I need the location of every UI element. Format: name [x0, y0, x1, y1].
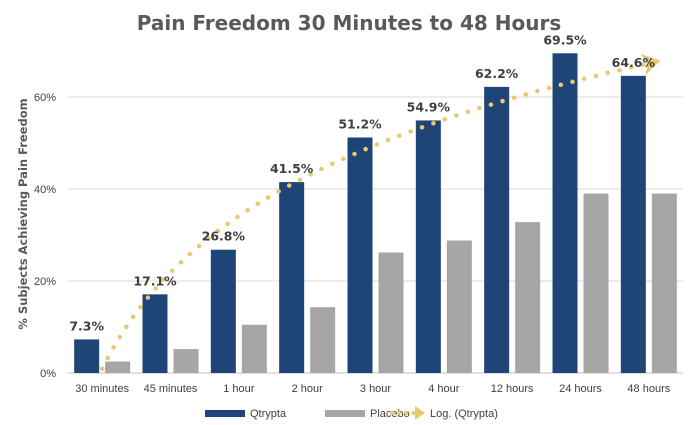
- x-tick-label: 30 minutes: [75, 383, 129, 395]
- x-tick-label: 12 hours: [491, 383, 534, 395]
- x-tick-label: 48 hours: [627, 383, 670, 395]
- y-axis-ticks: 0% 20% 40% 60%: [34, 92, 56, 380]
- bar-placebo: [241, 324, 267, 373]
- legend-label-placebo: Placebo: [370, 408, 410, 420]
- data-label: 7.3%: [69, 318, 104, 333]
- x-tick-label: 24 hours: [559, 383, 602, 395]
- data-label: 69.5%: [543, 32, 587, 47]
- bar-qtrypta: [484, 86, 510, 373]
- legend-label-trendline: Log. (Qtrypta): [430, 408, 498, 420]
- legend-swatch-qtrypta: [205, 410, 245, 417]
- bar-qtrypta: [279, 182, 305, 373]
- bar-placebo: [651, 193, 677, 373]
- legend-trendline-arrow-icon: [415, 406, 425, 420]
- x-tick-label: 45 minutes: [144, 383, 198, 395]
- data-label: 64.6%: [612, 55, 656, 70]
- trendline-arrowhead: [640, 53, 661, 76]
- data-label: 62.2%: [475, 66, 519, 81]
- bar-qtrypta: [552, 53, 578, 374]
- bars: [74, 53, 677, 374]
- legend: Qtrypta Placebo Log. (Qtrypta): [205, 406, 498, 420]
- bar-qtrypta: [74, 339, 100, 373]
- bar-placebo: [378, 252, 404, 373]
- x-tick-label: 1 hour: [223, 383, 255, 395]
- y-tick-label: 0%: [40, 368, 56, 380]
- bar-placebo: [515, 222, 541, 373]
- data-label: 51.2%: [338, 116, 382, 131]
- gridlines: [68, 96, 683, 374]
- legend-swatch-placebo: [325, 410, 365, 417]
- bar-qtrypta: [142, 294, 168, 373]
- chart-title: Pain Freedom 30 Minutes to 48 Hours: [137, 11, 561, 35]
- bar-qtrypta: [347, 137, 373, 373]
- data-label: 17.1%: [133, 273, 177, 288]
- legend-label-qtrypta: Qtrypta: [250, 408, 287, 420]
- x-tick-label: 4 hour: [428, 383, 460, 395]
- x-axis-ticks: 30 minutes 45 minutes 1 hour 2 hour 3 hour 4 …: [75, 383, 670, 395]
- y-tick-label: 40%: [34, 184, 56, 196]
- data-labels: 7.3% 17.1% 26.8% 41.5% 51.2% 54.9% 62.2% 69.5% 6…: [69, 32, 655, 333]
- data-label: 26.8%: [202, 229, 246, 244]
- y-tick-label: 20%: [34, 276, 56, 288]
- data-label: 41.5%: [270, 161, 314, 176]
- bar-placebo: [310, 307, 336, 373]
- data-label: 54.9%: [407, 99, 451, 114]
- trendline: [99, 53, 661, 372]
- trendline-path: [99, 61, 652, 372]
- bar-placebo: [105, 361, 131, 373]
- bar-placebo: [173, 349, 199, 373]
- y-tick-label: 60%: [34, 92, 56, 104]
- y-axis-label: % Subjects Achieving Pain Freedom: [16, 98, 30, 329]
- x-tick-label: 3 hour: [360, 383, 392, 395]
- bar-qtrypta: [415, 120, 441, 374]
- x-tick-label: 2 hour: [292, 383, 324, 395]
- bar-qtrypta: [620, 75, 646, 373]
- bar-placebo: [583, 193, 609, 373]
- bar-placebo: [446, 240, 472, 373]
- bar-qtrypta: [210, 249, 236, 373]
